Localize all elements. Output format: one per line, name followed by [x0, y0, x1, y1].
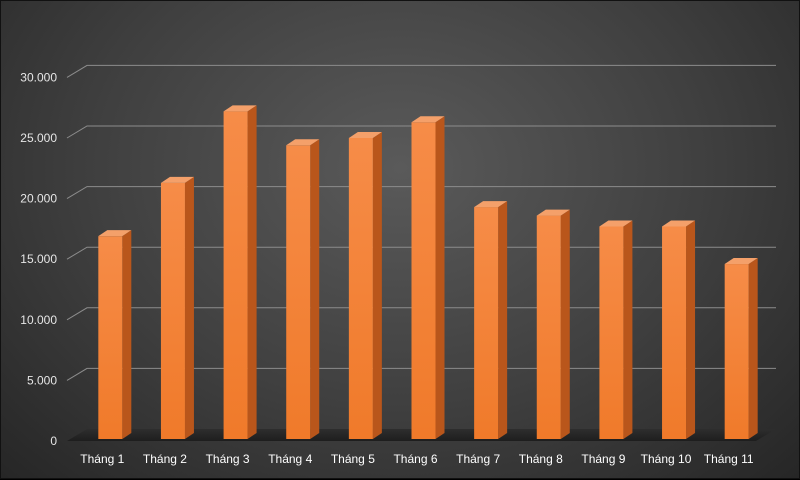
bar-top	[474, 201, 508, 208]
bar-side	[498, 201, 508, 439]
bar-top	[160, 176, 194, 183]
bar-top	[286, 139, 320, 146]
bar	[536, 215, 561, 439]
x-tick-label: Tháng 8	[519, 452, 563, 466]
gridline	[66, 64, 776, 78]
bar-side	[372, 132, 382, 439]
y-tick-label: 20.000	[20, 192, 57, 206]
bar	[223, 111, 248, 439]
x-tick-label: Tháng 11	[704, 452, 754, 466]
gridline	[66, 186, 776, 200]
bar-top	[411, 116, 445, 123]
bar	[662, 226, 687, 439]
y-tick-label: 25.000	[20, 131, 57, 145]
bar	[474, 207, 499, 439]
bar-top	[536, 209, 570, 216]
x-tick-label: Tháng 7	[456, 452, 500, 466]
bar	[724, 264, 749, 439]
bar-top	[662, 220, 696, 227]
bar	[98, 236, 123, 439]
gridline	[66, 125, 776, 139]
bar	[160, 182, 185, 439]
bar-top	[223, 105, 257, 112]
bar-top	[98, 230, 132, 237]
y-tick-label: 15.000	[20, 252, 57, 266]
y-tick-label: 0	[50, 434, 57, 448]
y-tick-label: 10.000	[20, 313, 57, 327]
x-tick-label: Tháng 10	[641, 452, 692, 466]
bar-top	[348, 132, 382, 138]
bar-side	[247, 105, 257, 439]
bar	[599, 226, 624, 439]
y-tick-label: 30.000	[20, 70, 57, 84]
x-tick-label: Tháng 5	[331, 452, 375, 466]
x-tick-label: Tháng 3	[206, 452, 250, 466]
x-tick-label: Tháng 9	[581, 452, 625, 466]
bar	[348, 138, 373, 439]
bar-side	[310, 139, 320, 439]
bar-top	[599, 220, 633, 227]
x-tick-label: Tháng 1	[80, 452, 124, 466]
x-tick-label: Tháng 4	[268, 452, 312, 466]
bar-side	[122, 230, 132, 439]
bar-side	[623, 220, 633, 439]
bar-side	[435, 116, 445, 439]
bar	[411, 122, 436, 439]
bar-side	[748, 258, 758, 439]
bar-side	[686, 220, 696, 439]
bar-top	[724, 258, 758, 265]
x-tick-label: Tháng 6	[393, 452, 437, 466]
bar-side	[184, 176, 194, 439]
x-tick-label: Tháng 2	[143, 452, 187, 466]
y-tick-label: 5.000	[27, 373, 57, 387]
bar	[286, 145, 311, 439]
bar-side	[560, 209, 570, 439]
